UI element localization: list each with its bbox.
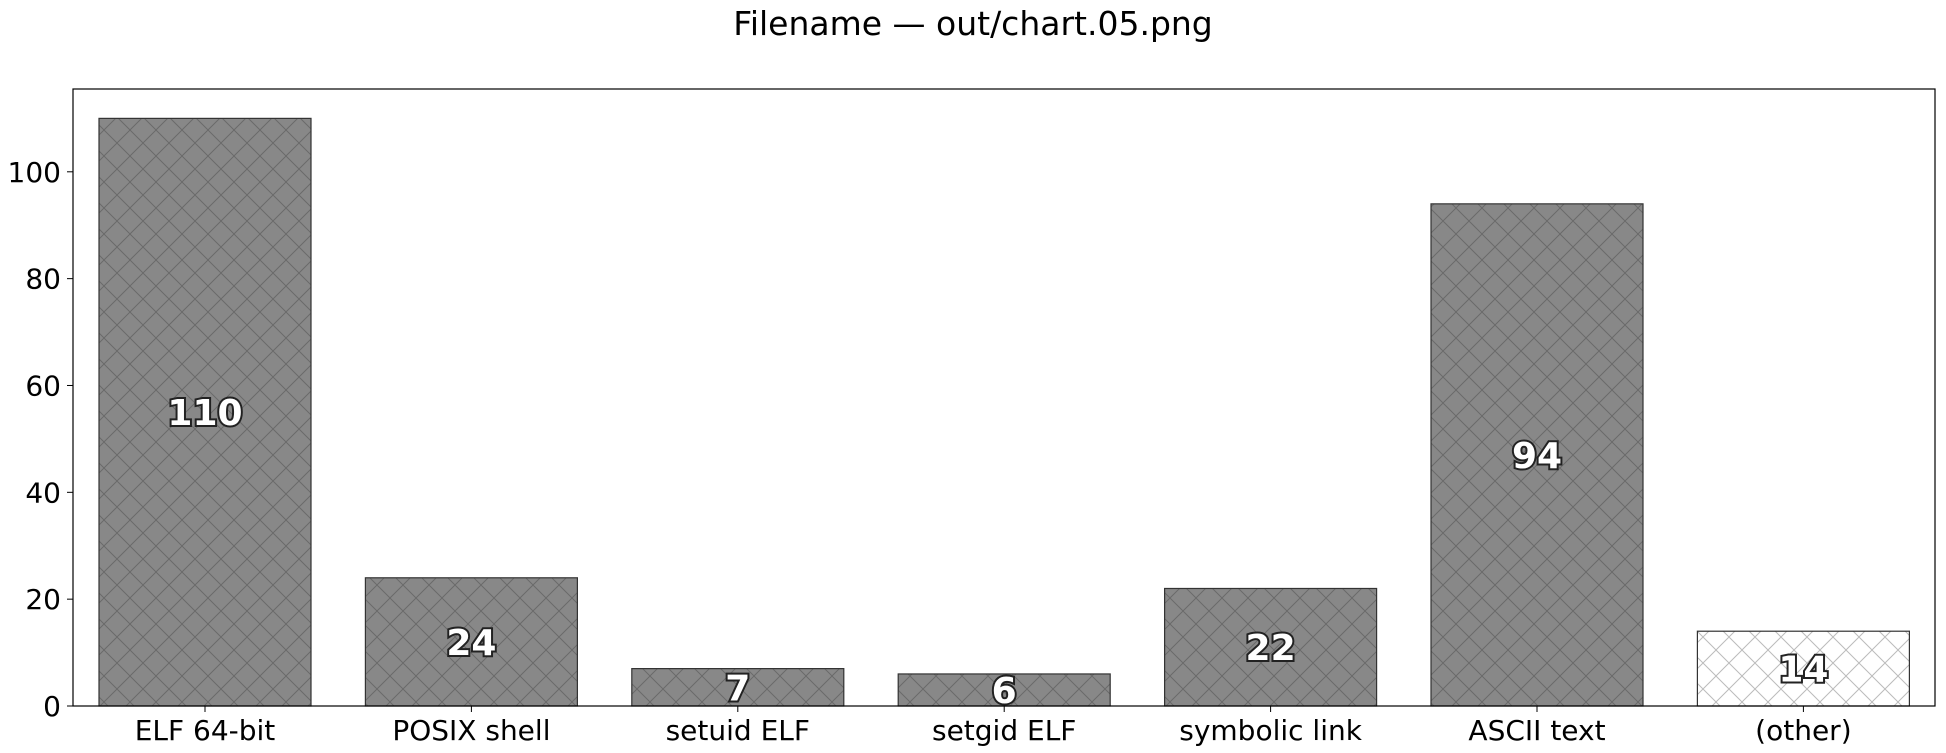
bar-6: [1696, 630, 1911, 707]
x-tick-label: ELF 64-bit: [135, 714, 276, 747]
data-label: 110: [167, 393, 242, 434]
bar-hatch: [897, 673, 1111, 707]
bar-3: [897, 673, 1111, 707]
y-tick-label: 100: [8, 156, 61, 189]
data-label: 6: [992, 671, 1017, 712]
data-label: 14: [1778, 650, 1828, 691]
bar-hatch: [98, 117, 312, 707]
chart-title: Filename — out/chart.05.png: [733, 4, 1213, 43]
data-label: 22: [1246, 628, 1296, 669]
data-label: 24: [446, 623, 496, 664]
data-label: 7: [725, 668, 750, 709]
x-tick-label: (other): [1755, 714, 1851, 747]
bar-0: [98, 117, 312, 707]
bar-hatch: [1163, 587, 1378, 707]
bar-4: [1163, 587, 1378, 707]
x-tick-label: setuid ELF: [666, 714, 810, 747]
bar-5: [1430, 203, 1644, 707]
bar-2: [631, 668, 845, 707]
y-tick-label: 80: [25, 263, 61, 296]
y-tick-label: 60: [25, 369, 61, 402]
y-tick-label: 20: [25, 583, 61, 616]
y-tick-label: 0: [43, 690, 61, 723]
bar-hatch: [631, 668, 845, 707]
bar-hatch: [1696, 630, 1911, 707]
y-tick-label: 40: [25, 476, 61, 509]
x-tick-label: ASCII text: [1468, 714, 1605, 747]
data-label: 94: [1512, 436, 1562, 477]
x-tick-label: symbolic link: [1179, 714, 1362, 747]
x-tick-label: setgid ELF: [932, 714, 1076, 747]
bar-1: [364, 577, 578, 707]
plot-frame: [72, 88, 1936, 707]
x-tick-label: POSIX shell: [392, 714, 550, 747]
